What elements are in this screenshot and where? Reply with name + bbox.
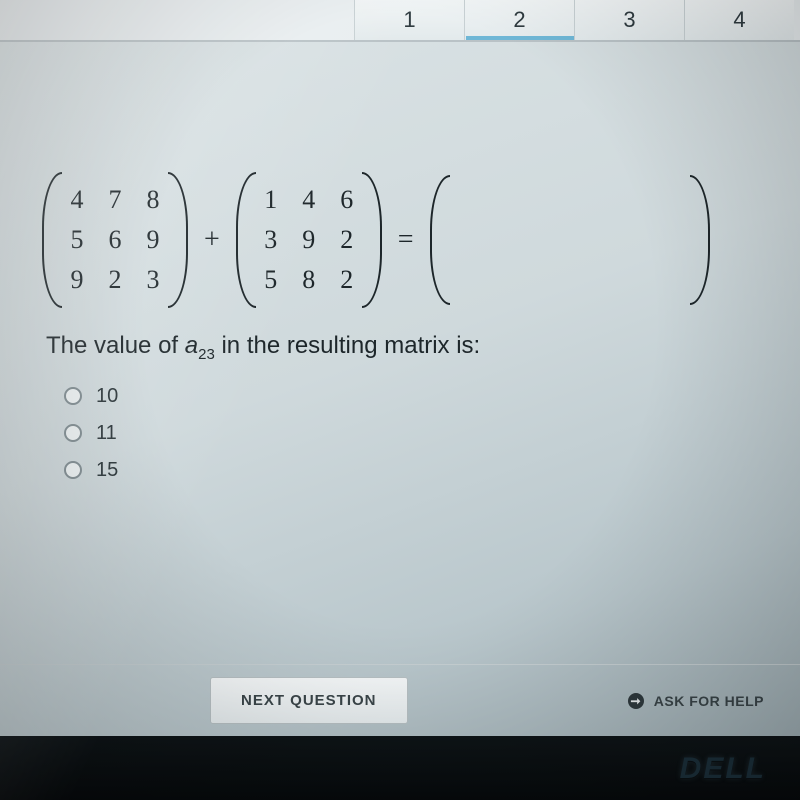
a-1-2: 9 [134, 220, 172, 260]
footer-bar: NEXT QUESTION ➞ ASK FOR HELP [0, 664, 800, 736]
tab-4-label: 4 [733, 7, 745, 33]
ask-for-help-button[interactable]: ➞ ASK FOR HELP [628, 693, 764, 709]
tab-strip: 1 2 3 4 [0, 0, 800, 42]
question-sub: 23 [198, 346, 215, 363]
tab-1[interactable]: 1 [354, 0, 464, 40]
ask-label: ASK FOR HELP [654, 693, 764, 709]
b-1-2: 2 [328, 220, 366, 260]
brand-logo: DELL [680, 752, 766, 786]
tab-4[interactable]: 4 [684, 0, 794, 40]
option-1-label: 10 [96, 385, 118, 408]
equals-op: = [396, 224, 416, 256]
a-2-2: 3 [134, 260, 172, 300]
plus-op: + [202, 224, 222, 256]
option-1[interactable]: 10 [64, 385, 758, 408]
a-1-1: 6 [96, 220, 134, 260]
a-2-0: 9 [58, 260, 96, 300]
b-0-2: 6 [328, 180, 366, 220]
a-0-1: 7 [96, 180, 134, 220]
question-post: in the resulting matrix is: [215, 332, 480, 359]
b-1-1: 9 [290, 220, 328, 260]
matrix-result-blank [430, 175, 710, 305]
next-question-button[interactable]: NEXT QUESTION [210, 677, 408, 724]
radio-icon [64, 424, 82, 442]
question-text: The value of a23 in the resulting matrix… [46, 332, 758, 363]
question-area: 4 7 8 5 6 9 9 2 3 + [0, 42, 800, 736]
radio-icon [64, 387, 82, 405]
radio-icon [64, 461, 82, 479]
answer-options: 10 11 15 [64, 385, 758, 482]
ask-icon: ➞ [628, 693, 644, 709]
b-2-1: 8 [290, 260, 328, 300]
a-0-0: 4 [58, 180, 96, 220]
monitor-bezel: DELL [0, 736, 800, 800]
b-2-2: 2 [328, 260, 366, 300]
question-pre: The value of [46, 332, 185, 359]
matrix-b: 1 4 6 3 9 2 5 8 2 [236, 172, 382, 308]
tab-1-label: 1 [403, 7, 415, 33]
a-0-2: 8 [134, 180, 172, 220]
tab-2-label: 2 [513, 7, 525, 33]
option-3[interactable]: 15 [64, 459, 758, 482]
b-2-0: 5 [252, 260, 290, 300]
tab-3[interactable]: 3 [574, 0, 684, 40]
matrix-equation: 4 7 8 5 6 9 9 2 3 + [42, 172, 758, 308]
option-2-label: 11 [96, 422, 117, 445]
tab-2[interactable]: 2 [464, 0, 574, 40]
option-2[interactable]: 11 [64, 422, 758, 445]
b-1-0: 3 [252, 220, 290, 260]
a-1-0: 5 [58, 220, 96, 260]
question-var: a [185, 332, 198, 359]
matrix-a: 4 7 8 5 6 9 9 2 3 [42, 172, 188, 308]
a-2-1: 2 [96, 260, 134, 300]
option-3-label: 15 [96, 459, 118, 482]
b-0-0: 1 [252, 180, 290, 220]
tab-3-label: 3 [623, 7, 635, 33]
b-0-1: 4 [290, 180, 328, 220]
